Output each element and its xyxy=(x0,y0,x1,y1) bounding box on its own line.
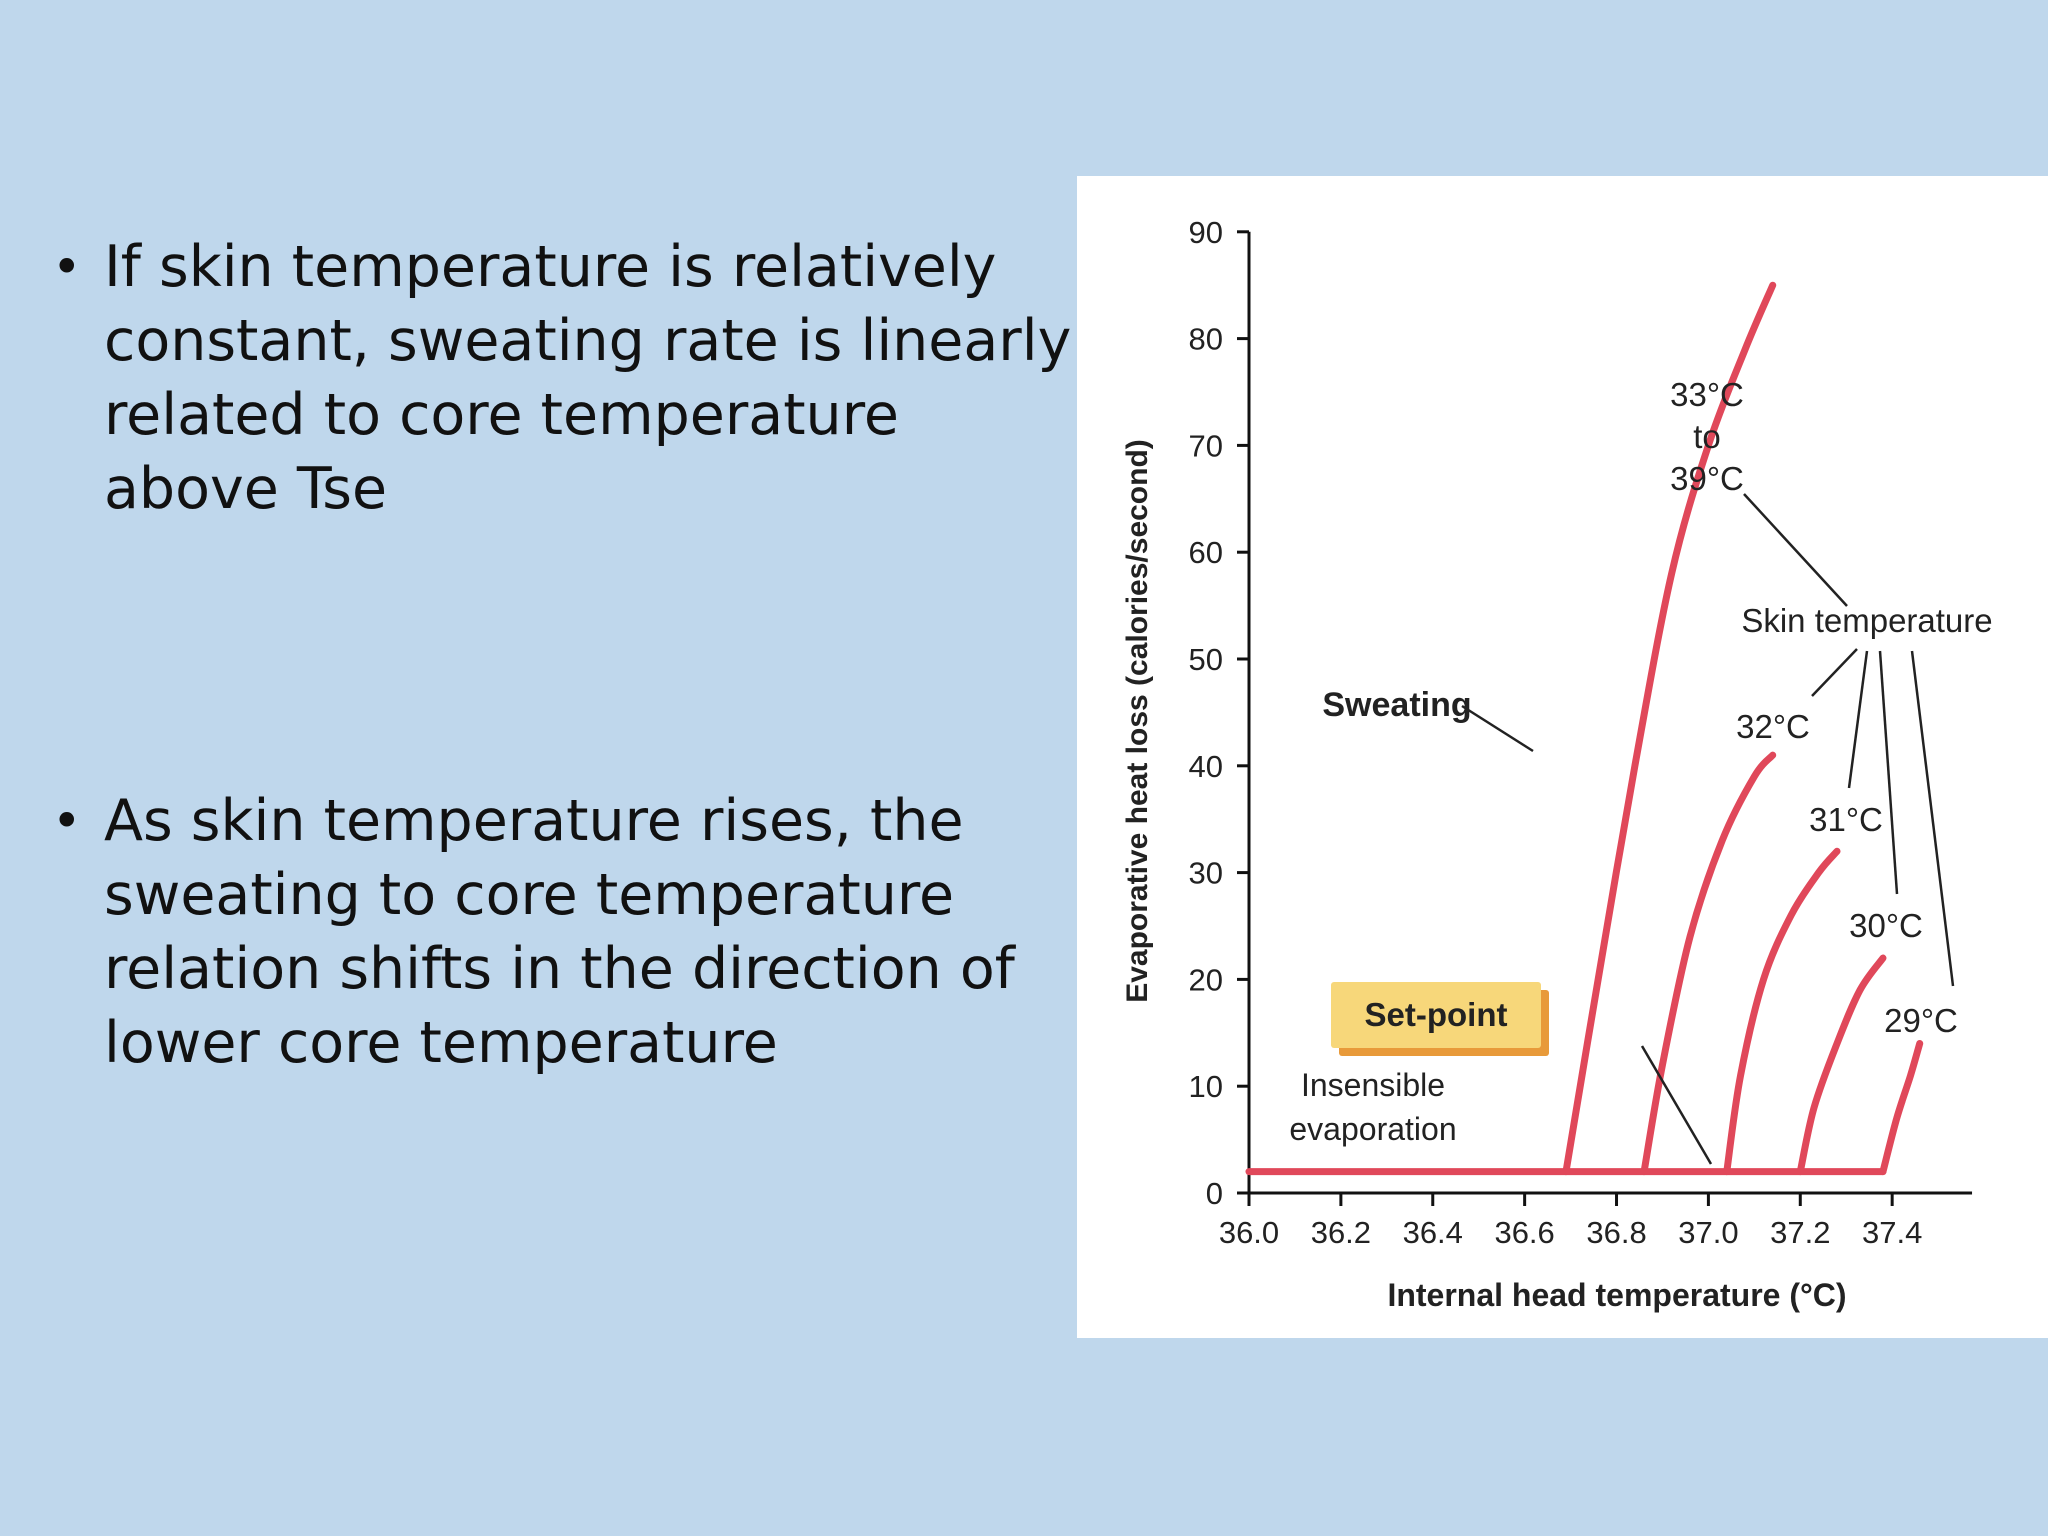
y-tick-label: 80 xyxy=(1189,322,1223,357)
leader-line xyxy=(1878,650,1899,895)
y-tick-label: 50 xyxy=(1189,642,1223,677)
x-tick-label: 37.0 xyxy=(1678,1215,1738,1250)
y-axis-label: Evaporative heat loss (calories/second) xyxy=(1121,439,1154,1003)
curve-label-31: 31°C xyxy=(1809,801,1883,838)
x-tick-label: 36.8 xyxy=(1586,1215,1646,1250)
x-tick-label: 37.4 xyxy=(1862,1215,1922,1250)
curve-label-33-line1: 33°C xyxy=(1670,376,1744,413)
x-tick-label: 37.2 xyxy=(1770,1215,1830,1250)
y-tick-label: 30 xyxy=(1189,856,1223,891)
x-axis-label: Internal head temperature (°C) xyxy=(1387,1277,1846,1313)
series-line xyxy=(1796,954,1887,1176)
y-tick-label: 0 xyxy=(1206,1176,1223,1211)
axes: 0 10 20 30 40 50 60 70 80 90 36.0 36.2 36.4 36.6 36.8 3… xyxy=(1189,215,1973,1250)
y-tick-label: 40 xyxy=(1189,749,1223,784)
leader-line xyxy=(1910,650,1955,987)
leader-line xyxy=(1640,1045,1713,1165)
y-tick-label: 70 xyxy=(1189,428,1223,463)
y-tick-label: 60 xyxy=(1189,535,1223,570)
x-tick-label: 36.6 xyxy=(1494,1215,1554,1250)
insensible-label-line2: evaporation xyxy=(1289,1111,1456,1147)
y-tick-label: 90 xyxy=(1189,215,1223,250)
leader-line xyxy=(1743,493,1848,607)
series-line xyxy=(1879,1039,1924,1176)
curves xyxy=(1245,281,1924,1176)
curve-label-30: 30°C xyxy=(1849,907,1923,944)
chart-svg: 0 10 20 30 40 50 60 70 80 90 36.0 36.2 36.4 36.6 36.8 3… xyxy=(1121,215,1993,1313)
bullet-item: • As skin temperature rises, the sweatin… xyxy=(52,784,1072,1080)
insensible-label-line1: Insensible xyxy=(1301,1067,1445,1103)
chart-figure: 0 10 20 30 40 50 60 70 80 90 36.0 36.2 36.4 36.6 36.8 3… xyxy=(1077,176,2048,1338)
leader-line xyxy=(1461,704,1534,753)
bullet-list: • If skin temperature is relatively cons… xyxy=(52,230,1072,1080)
bullet-text: If skin temperature is relatively consta… xyxy=(104,234,1072,522)
y-tick-label: 10 xyxy=(1189,1069,1223,1104)
leader-line xyxy=(1847,650,1869,789)
x-tick-label: 36.4 xyxy=(1403,1215,1463,1250)
bullet-glyph: • xyxy=(52,238,82,296)
series-line xyxy=(1562,281,1777,1176)
curve-label-32: 32°C xyxy=(1736,708,1810,745)
series-line xyxy=(1723,847,1841,1176)
sweating-label: Sweating xyxy=(1322,686,1471,724)
leader-lines xyxy=(1461,493,1955,1165)
set-point-fill xyxy=(1331,982,1541,1048)
curve-label-29: 29°C xyxy=(1884,1002,1958,1039)
x-tick-label: 36.0 xyxy=(1219,1215,1279,1250)
bullet-item: • If skin temperature is relatively cons… xyxy=(52,230,1072,526)
set-point-label: Set-point xyxy=(1365,996,1508,1033)
curve-label-33-line2: to xyxy=(1693,418,1721,455)
skin-temperature-label: Skin temperature xyxy=(1741,602,1992,639)
curve-label-33-line3: 39°C xyxy=(1670,460,1744,497)
leader-line xyxy=(1811,648,1858,697)
series-line xyxy=(1640,751,1777,1176)
y-tick-label: 20 xyxy=(1189,962,1223,997)
x-tick-label: 36.2 xyxy=(1311,1215,1371,1250)
bullet-glyph: • xyxy=(52,792,82,850)
bullet-text: As skin temperature rises, the sweating … xyxy=(104,788,1015,1076)
set-point-box: Set-point xyxy=(1331,982,1549,1056)
